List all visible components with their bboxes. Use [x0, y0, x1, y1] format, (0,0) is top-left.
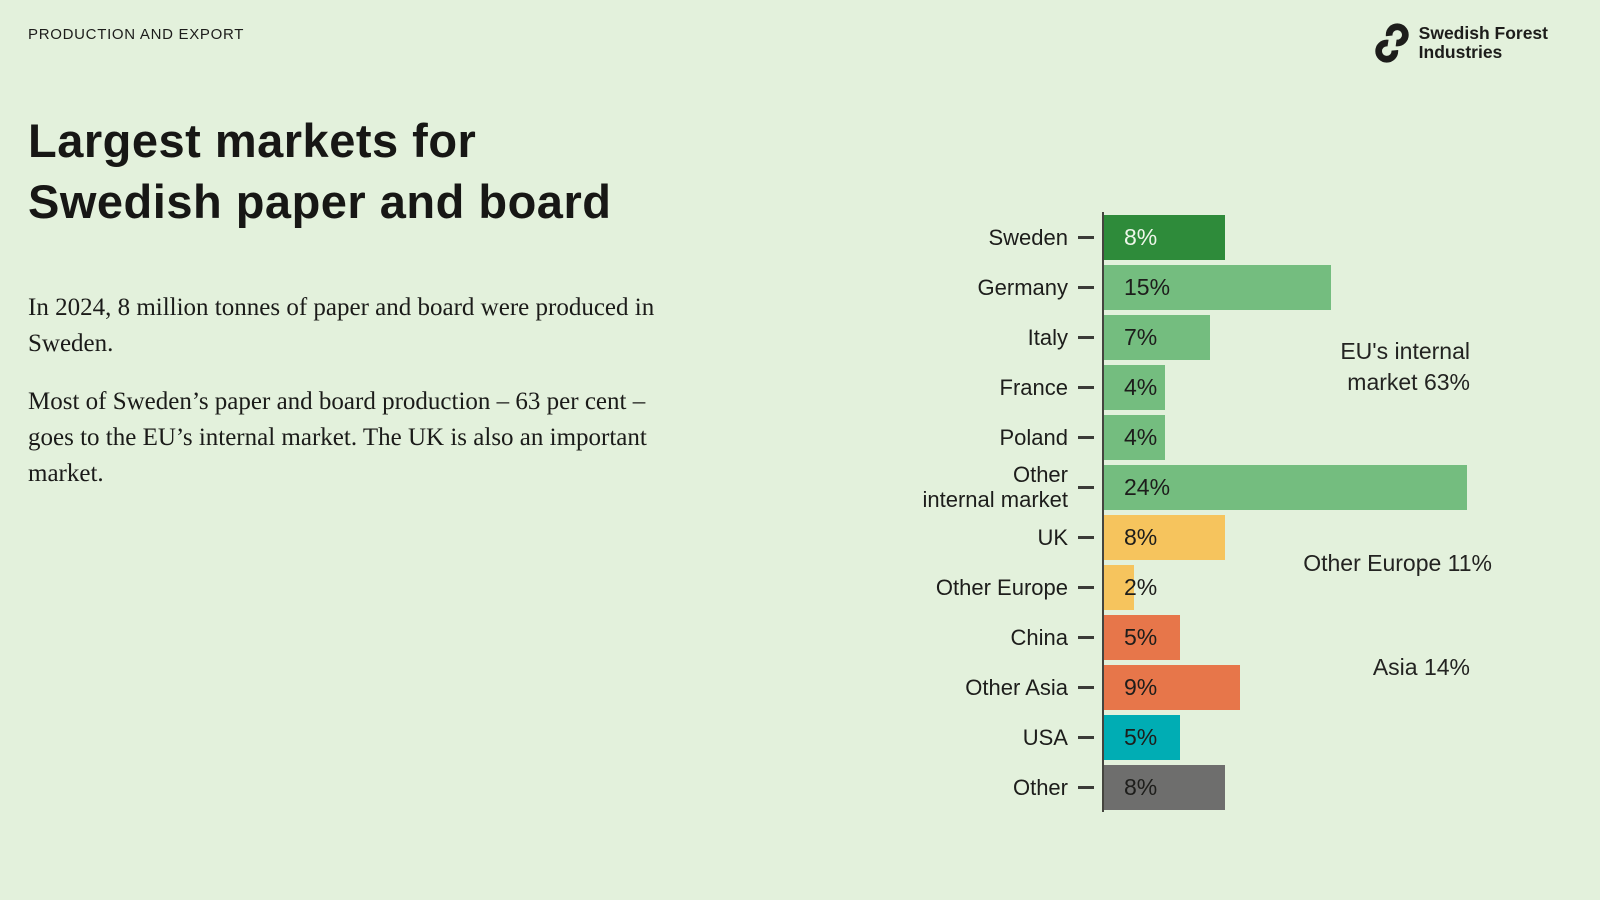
- bar-track: 9%: [1102, 664, 1522, 710]
- paragraph-1: In 2024, 8 million tonnes of paper and b…: [28, 294, 655, 357]
- tick-mark: [1078, 485, 1094, 489]
- bar-track: 4%: [1102, 364, 1522, 410]
- category-label: France: [999, 374, 1068, 400]
- bar-chart: Sweden 8% Germany 15% Italy 7% France 4% Poland 4…: [878, 212, 1578, 816]
- bar-value-label: 24%: [1124, 473, 1171, 500]
- bar-other-europe: 2%: [1104, 564, 1157, 610]
- logo-line2: Industries: [1418, 42, 1503, 62]
- bar-germany: 15%: [1104, 264, 1331, 310]
- bar-poland: 4%: [1104, 414, 1165, 460]
- bar-usa: 5%: [1104, 714, 1180, 760]
- bar-track: 4%: [1102, 414, 1522, 460]
- chart-row: Other Europe 2%: [878, 562, 1578, 612]
- logo-wordmark: Swedish Forest Industries: [1419, 24, 1548, 62]
- category-label: China: [1010, 624, 1068, 650]
- bar-sweden: 8%: [1104, 214, 1225, 260]
- bar-value-label: 15%: [1124, 273, 1171, 300]
- bar-value-label: 4%: [1124, 373, 1158, 400]
- body-text: In 2024, 8 million tonnes of paper and b…: [28, 290, 678, 514]
- chart-row: Poland 4%: [878, 412, 1578, 462]
- annotation-other-europe: Other Europe 11%: [1303, 550, 1492, 576]
- bar-value-label: 5%: [1124, 723, 1158, 750]
- bar-track: 15%: [1102, 264, 1522, 310]
- bar-value-label: 8%: [1124, 223, 1158, 250]
- chart-row: Italy 7%: [878, 312, 1578, 362]
- chart-row: Germany 15%: [878, 262, 1578, 312]
- category-label: Other internal market: [922, 462, 1068, 512]
- bar-track: 8%: [1102, 764, 1522, 810]
- tick-mark: [1078, 735, 1094, 739]
- tick-mark: [1078, 785, 1094, 789]
- chart-row: Other 8%: [878, 762, 1578, 812]
- annotation-eu-internal-market: EU's internal market 63%: [1340, 338, 1470, 395]
- tick-mark: [1078, 585, 1094, 589]
- bar-uk: 8%: [1104, 514, 1225, 560]
- tick-mark: [1078, 385, 1094, 389]
- bar-value-label: 8%: [1124, 773, 1158, 800]
- bar-china: 5%: [1104, 614, 1180, 660]
- bar-other-internal-market: 24%: [1104, 464, 1467, 510]
- chart-row: USA 5%: [878, 712, 1578, 762]
- chart-row: Other internal market 24%: [878, 462, 1578, 512]
- chart-row: France 4%: [878, 362, 1578, 412]
- bar-track: 24%: [1102, 464, 1522, 510]
- bar-track: 2%: [1102, 564, 1522, 610]
- chart-row: UK 8%: [878, 512, 1578, 562]
- category-label: Sweden: [988, 224, 1068, 250]
- bar-france: 4%: [1104, 364, 1165, 410]
- chart-row: Sweden 8%: [878, 212, 1578, 262]
- category-label: Poland: [999, 424, 1068, 450]
- logo-line1: Swedish Forest: [1418, 23, 1548, 43]
- chart-row: China 5%: [878, 612, 1578, 662]
- bar-value-label: 7%: [1124, 323, 1158, 350]
- swedish-forest-industries-logo-icon: [1374, 23, 1409, 63]
- eyebrow-label: PRODUCTION AND EXPORT: [28, 26, 245, 43]
- tick-mark: [1078, 235, 1094, 239]
- bar-track: 5%: [1102, 714, 1522, 760]
- bar-value-label: 2%: [1124, 573, 1158, 600]
- category-label: UK: [1037, 524, 1068, 550]
- paragraph-2: Most of Sweden’s paper and board product…: [28, 388, 647, 487]
- category-label: Other: [1012, 774, 1068, 800]
- bar-value-label: 8%: [1124, 523, 1158, 550]
- bar-other: 8%: [1104, 764, 1225, 810]
- category-label: Italy: [1027, 324, 1068, 350]
- title-line1: Largest markets for: [28, 114, 477, 167]
- bar-italy: 7%: [1104, 314, 1210, 360]
- bar-other-asia: 9%: [1104, 664, 1240, 710]
- tick-mark: [1078, 685, 1094, 689]
- bar-track: 8%: [1102, 214, 1522, 260]
- tick-mark: [1078, 335, 1094, 339]
- tick-mark: [1078, 285, 1094, 289]
- chart-row: Other Asia 9%: [878, 662, 1578, 712]
- bar-value-label: 5%: [1124, 623, 1158, 650]
- annotation-asia: Asia 14%: [1372, 654, 1470, 680]
- chart-axis-line: [1102, 212, 1104, 812]
- tick-mark: [1078, 535, 1094, 539]
- bar-track: 8%: [1102, 514, 1522, 560]
- tick-mark: [1078, 435, 1094, 439]
- bar-track: 7%: [1102, 314, 1522, 360]
- bar-value-label: 4%: [1124, 423, 1158, 450]
- chart-rows: Sweden 8% Germany 15% Italy 7% France 4% Poland 4…: [878, 212, 1578, 812]
- tick-mark: [1078, 635, 1094, 639]
- logo: Swedish Forest Industries: [1371, 22, 1548, 64]
- category-label: Other Europe: [935, 574, 1068, 600]
- bar-track: 5%: [1102, 614, 1522, 660]
- title-line2: Swedish paper and board: [28, 175, 612, 228]
- category-label: Other Asia: [965, 674, 1068, 700]
- category-label: Germany: [977, 274, 1068, 300]
- category-label: USA: [1022, 724, 1068, 750]
- bar-value-label: 9%: [1124, 673, 1158, 700]
- page-title: Largest markets for Swedish paper and bo…: [28, 110, 611, 232]
